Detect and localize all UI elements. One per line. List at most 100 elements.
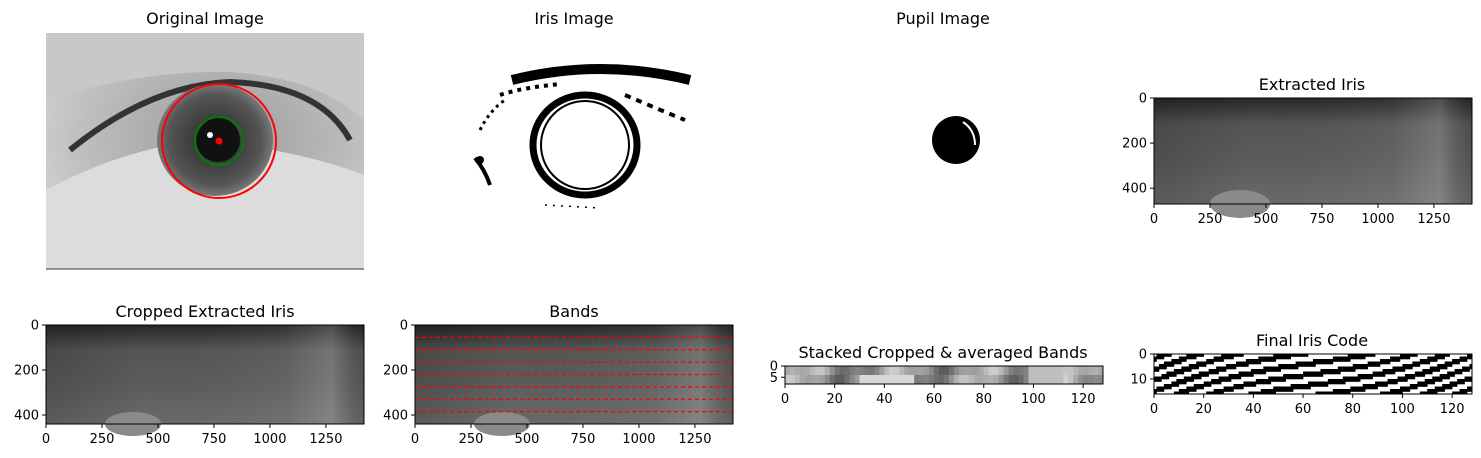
code-bit [1240,371,1244,375]
code-bit [1394,366,1398,370]
code-bit [1181,381,1185,385]
code-bit [1434,366,1438,370]
code-bit [1198,354,1202,357]
code-bit [1158,356,1162,360]
code-bit [1424,384,1428,387]
code-bit [1387,381,1391,385]
code-bit [1226,379,1229,382]
code-bit [1245,364,1249,367]
iris-boundary-circle [161,83,277,199]
code-bit [1394,359,1398,362]
stacked-cell [839,366,846,376]
code-bit [1320,371,1324,375]
code-bit [1317,391,1321,395]
bands-ytick-label: 0 [400,319,408,334]
code-bit [1216,366,1219,370]
code-bit [1285,376,1289,380]
extracted-ytick-label: 200 [1122,137,1147,152]
code-bit [1350,386,1354,390]
code-bit [1459,391,1463,395]
lash-line [68,78,353,153]
code-bit [1250,371,1254,375]
code-bit [1434,369,1438,372]
code-bit [1317,361,1321,365]
code-bit [1325,359,1329,362]
code-bit [1295,354,1299,357]
stacked-cell [973,375,980,385]
code-bit [1191,386,1195,390]
code-bit [1280,379,1284,382]
panel-bands: Bands 0 250 500 750 1000 1250 0 200 400 [383,302,734,447]
code-bit [1337,379,1341,382]
code-bit [1206,371,1209,375]
code-bit [1305,361,1309,365]
stacked-xtick-label: 120 [1071,392,1096,407]
code-bit [1447,374,1450,377]
code-bit [1273,359,1277,362]
code-bit [1221,356,1224,360]
code-bit [1432,379,1436,382]
code-bit [1193,366,1197,370]
code-bit [1390,369,1393,372]
code-bit [1360,366,1363,370]
code-bit [1203,371,1207,375]
code-bit [1303,371,1306,375]
code-bit [1394,381,1398,385]
code-bit [1394,369,1398,372]
code-bit [1218,379,1222,382]
code-bit [1240,386,1244,390]
code-bit [1467,379,1470,382]
code-bit [1342,356,1346,360]
code-bit [1238,354,1242,357]
code-bit [1166,376,1170,380]
code-bit [1295,361,1299,365]
code-bit [1320,384,1324,387]
code-bit [1171,371,1175,375]
code-bit [1213,371,1217,375]
code-bit [1223,379,1227,382]
code-bit [1156,369,1160,372]
code-bit [1270,376,1274,380]
stacked-cell [948,375,955,385]
iris-lash-left [478,98,506,131]
code-bit [1380,391,1383,395]
code-bit [1412,361,1416,365]
code-bit [1409,354,1413,357]
code-bit [1399,379,1403,382]
code-bit [1191,354,1195,357]
code-bit [1285,366,1289,370]
code-bit [1273,379,1277,382]
code-bit [1375,386,1378,390]
code-bit [1422,391,1426,395]
code-bit [1399,389,1403,392]
code-bit [1399,376,1403,380]
code-bit [1444,364,1448,367]
code-bit [1437,364,1441,367]
code-bit [1295,366,1299,370]
code-bit [1397,379,1401,382]
code-bit [1315,361,1319,365]
code-bit [1432,391,1436,395]
code-bit [1352,366,1356,370]
code-bit [1243,384,1247,387]
code-bit [1370,376,1373,380]
code-bit [1350,389,1354,392]
code-bit [1288,366,1291,370]
code-bit [1166,354,1170,357]
code-bit [1240,384,1244,387]
code-bit [1235,374,1239,377]
code-bit [1362,356,1366,360]
code-bit [1303,364,1306,367]
code-bit [1231,386,1234,390]
code-bit [1390,359,1393,362]
code-bit [1464,389,1468,392]
code-bit [1459,359,1463,362]
code-bit [1285,374,1289,377]
stacked-cell [1078,366,1084,376]
stacked-cell [968,366,975,376]
stacked-cell [963,375,970,385]
code-bit [1367,364,1371,367]
code-bit [1235,384,1239,387]
code-bit [1283,366,1286,370]
code-bit [1196,364,1200,367]
